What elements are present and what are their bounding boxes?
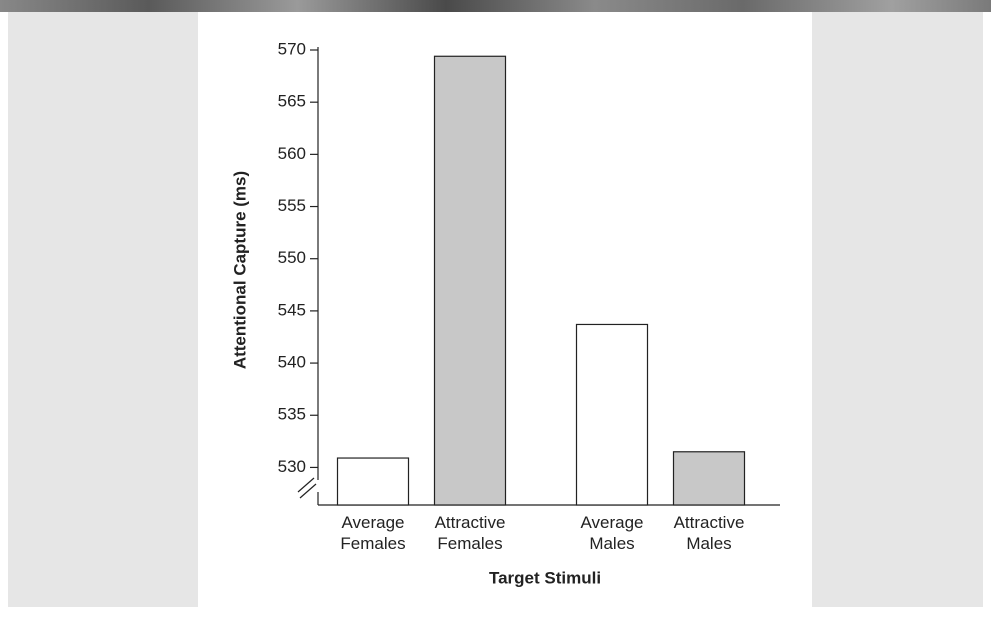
axis-break (299, 483, 317, 499)
y-axis-title: Attentional Capture (ms) (230, 171, 249, 369)
x-tick-label: Average Males (580, 513, 644, 553)
bar (433, 55, 507, 506)
x-tick-label: Attractive Females (434, 513, 506, 553)
y-tick-label: 560 (278, 144, 306, 163)
side-panel (812, 12, 983, 607)
x-tick-label: Attractive Males (673, 513, 745, 553)
y-tick-label: 540 (278, 353, 306, 372)
x-axis-title: Target Stimuli (489, 568, 601, 587)
header-band (0, 0, 991, 12)
y-tick-label: 565 (278, 92, 306, 111)
x-tick-label: Average Females (340, 513, 406, 553)
y-tick-label: 545 (278, 300, 306, 319)
y-tick-label: 555 (278, 196, 306, 215)
side-panel (8, 12, 198, 607)
axis-break (297, 477, 315, 493)
y-tick-label: 535 (278, 405, 306, 424)
y-tick-label: 530 (278, 457, 306, 476)
bar (336, 457, 410, 506)
bar (672, 451, 746, 506)
y-tick-label: 570 (278, 39, 306, 58)
y-tick-label: 550 (278, 248, 306, 267)
bar (575, 323, 649, 506)
